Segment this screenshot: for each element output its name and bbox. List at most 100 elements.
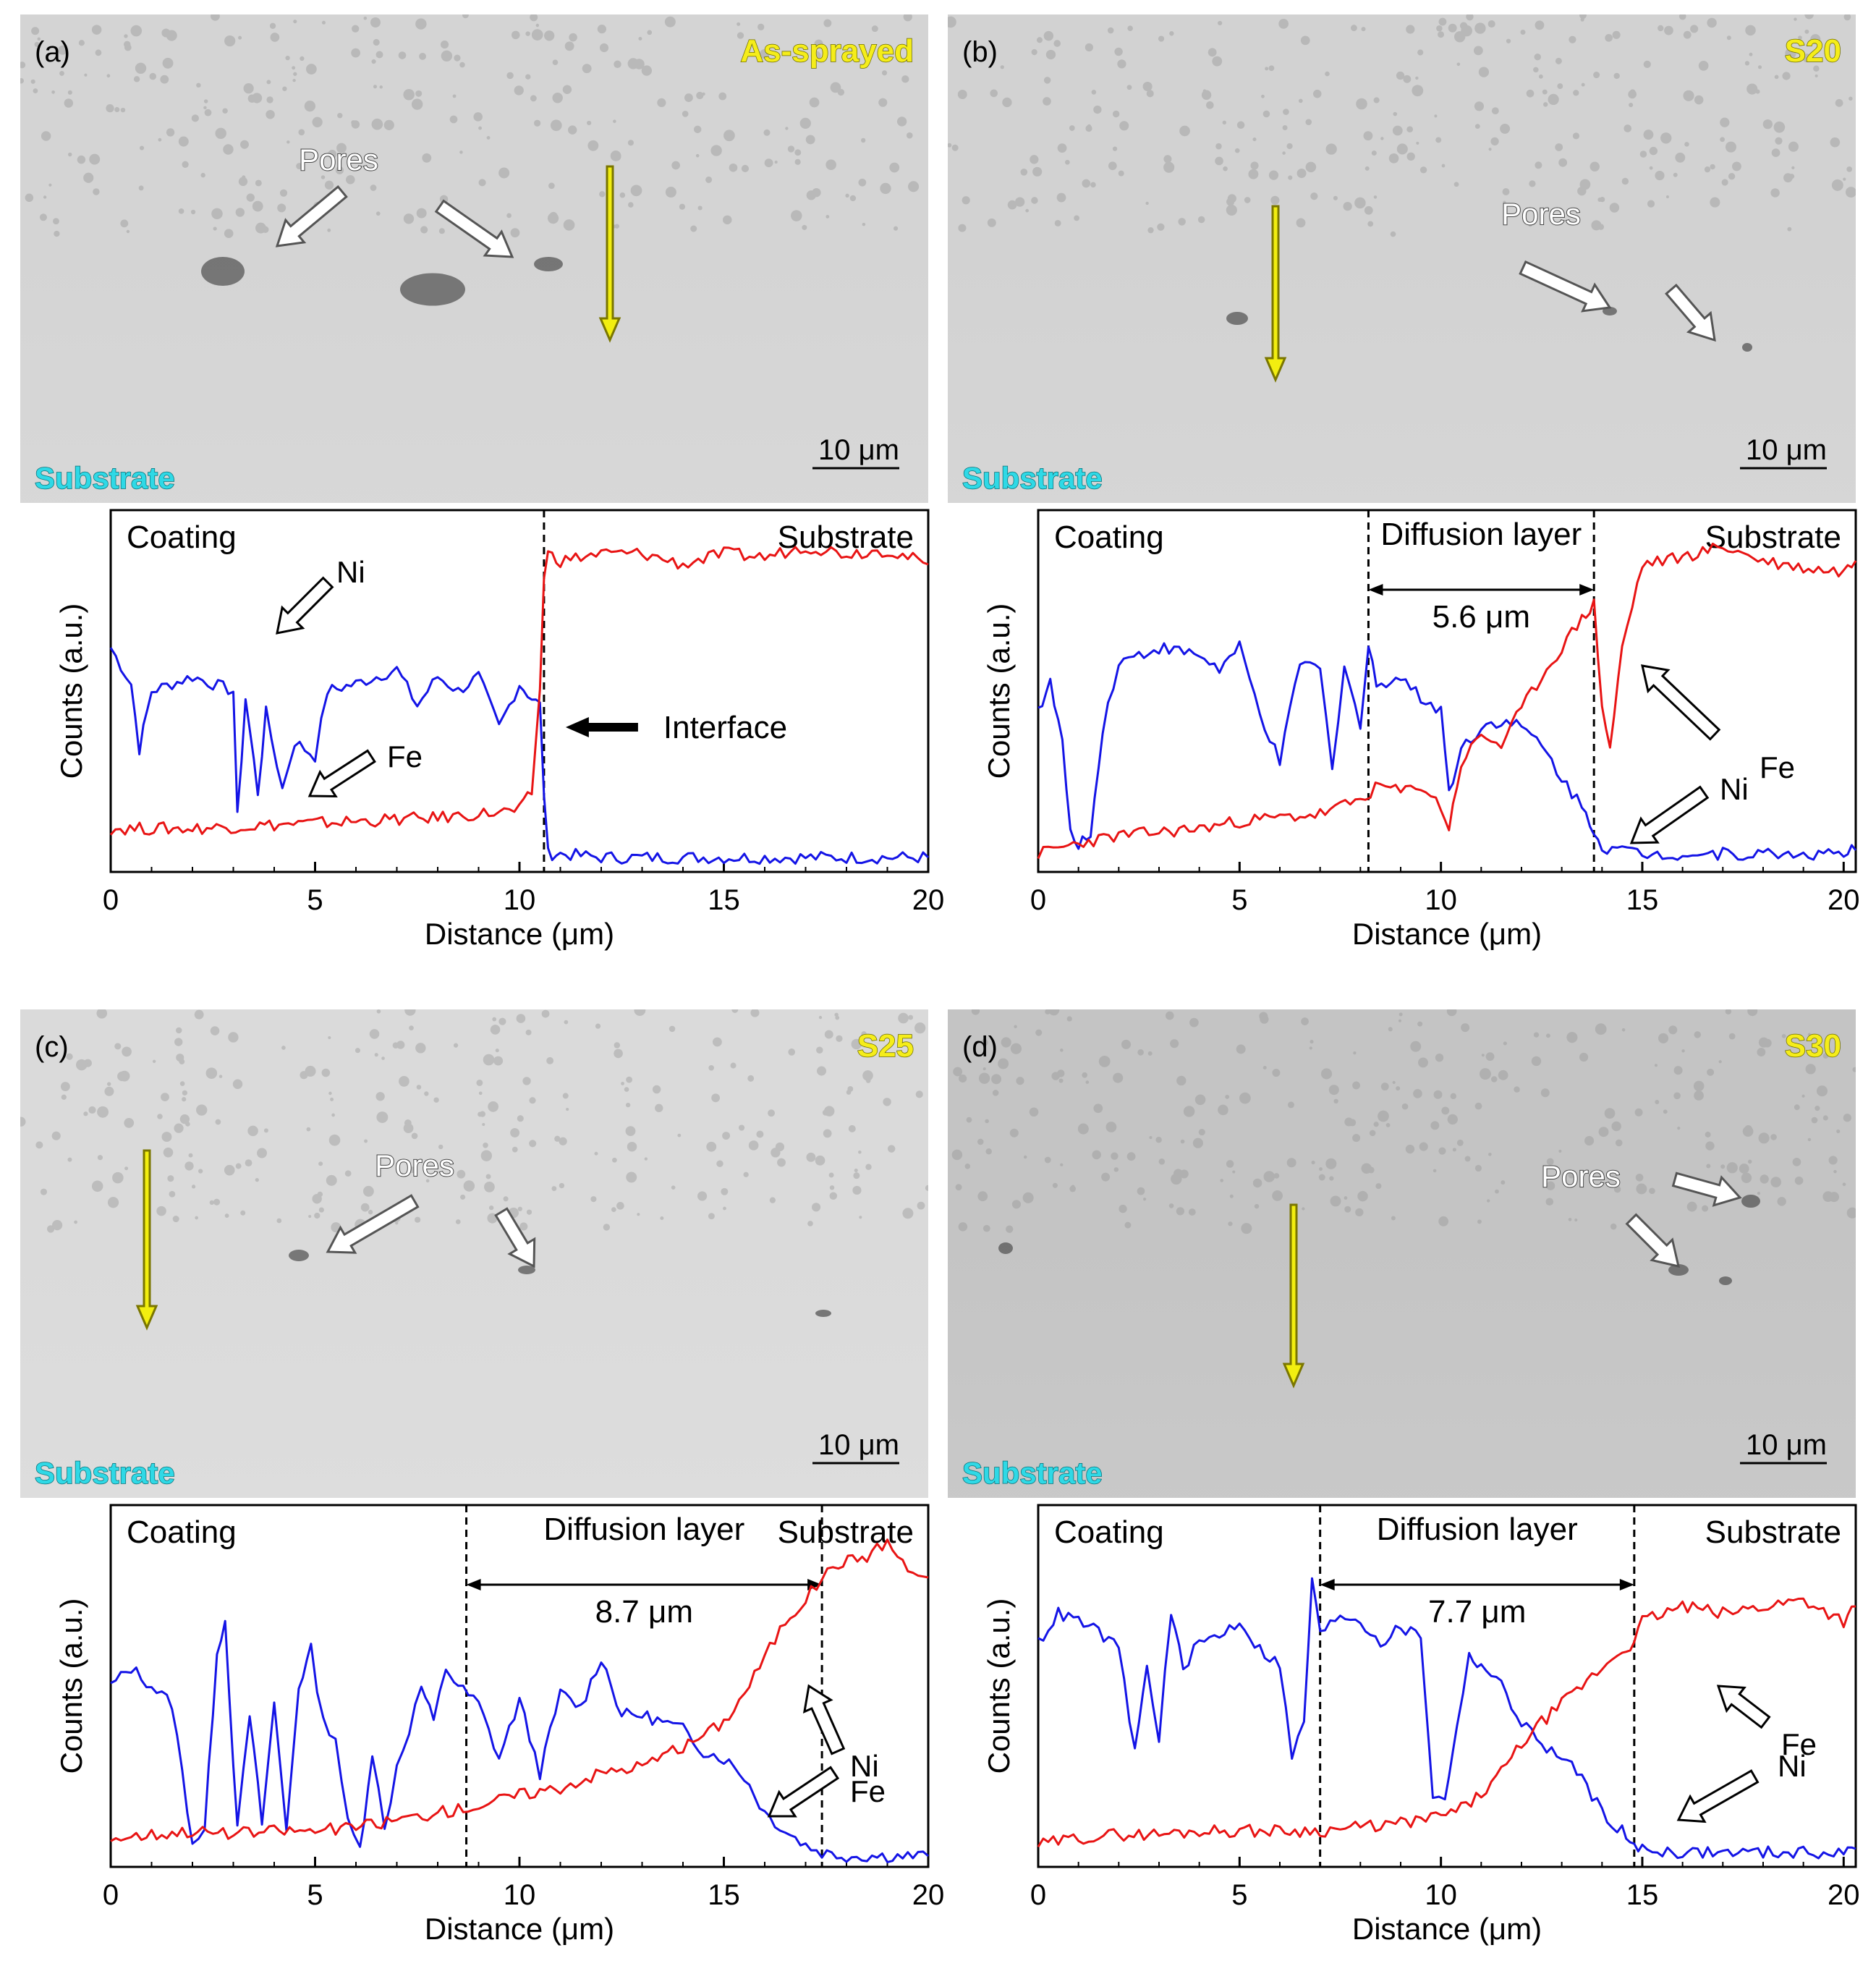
- texture-speck: [457, 1169, 466, 1179]
- texture-speck: [242, 175, 246, 179]
- texture-speck: [1746, 83, 1758, 95]
- texture-speck: [1416, 141, 1419, 145]
- texture-speck: [834, 1012, 839, 1017]
- texture-speck: [204, 109, 212, 116]
- x-tick-label: 5: [1231, 884, 1247, 916]
- texture-speck: [525, 1029, 532, 1035]
- condition-label-c: S25: [857, 1028, 914, 1064]
- texture-speck: [1548, 93, 1559, 106]
- texture-speck: [482, 1122, 485, 1127]
- texture-speck: [711, 1093, 721, 1103]
- texture-speck: [484, 1181, 495, 1192]
- texture-speck: [590, 1196, 597, 1203]
- texture-speck: [1498, 1069, 1508, 1080]
- texture-speck: [1720, 137, 1726, 143]
- texture-speck: [1448, 23, 1457, 33]
- texture-speck: [1262, 1065, 1267, 1070]
- texture-speck: [730, 1062, 737, 1069]
- texture-speck: [1598, 1127, 1609, 1137]
- texture-speck: [647, 30, 653, 35]
- texture-speck: [1179, 125, 1190, 137]
- texture-speck: [1584, 1135, 1595, 1146]
- x-tick-label: 5: [1231, 1879, 1247, 1911]
- texture-speck: [122, 1046, 132, 1057]
- texture-speck: [1643, 130, 1654, 140]
- region-label-coating-c: Coating: [127, 1514, 237, 1550]
- texture-speck: [328, 1091, 332, 1096]
- texture-speck: [925, 1185, 928, 1191]
- texture-speck: [1248, 169, 1259, 179]
- texture-speck: [671, 1185, 676, 1190]
- texture-speck: [480, 1150, 493, 1161]
- region-label-substrate-c: Substrate: [778, 1514, 914, 1550]
- texture-speck: [611, 1207, 616, 1213]
- texture-speck: [1600, 197, 1605, 203]
- texture-speck: [823, 1129, 832, 1138]
- texture-speck: [829, 1192, 838, 1200]
- panel-letter-b: (b): [962, 36, 998, 68]
- x-axis-label-d: Distance (μm): [1352, 1912, 1542, 1946]
- texture-speck: [20, 1117, 26, 1127]
- texture-speck: [1112, 110, 1120, 118]
- texture-speck: [881, 70, 888, 76]
- texture-speck: [269, 22, 276, 29]
- texture-speck: [1189, 1017, 1199, 1028]
- plot-frame-b: [1037, 509, 1857, 873]
- texture-speck: [1031, 197, 1038, 204]
- texture-speck: [1663, 1109, 1668, 1114]
- texture-speck: [1805, 1064, 1816, 1075]
- texture-speck: [266, 80, 271, 85]
- texture-speck: [1485, 1052, 1495, 1062]
- texture-speck: [828, 1172, 834, 1178]
- texture-speck: [396, 1041, 405, 1049]
- texture-speck: [951, 1149, 963, 1161]
- texture-speck: [549, 211, 558, 221]
- texture-speck: [1843, 177, 1846, 181]
- texture-speck: [1546, 1158, 1554, 1166]
- texture-speck: [1391, 1216, 1396, 1221]
- texture-speck: [1163, 155, 1172, 164]
- texture-speck: [324, 180, 334, 190]
- texture-speck: [1169, 31, 1174, 36]
- texture-speck: [74, 1220, 77, 1224]
- texture-speck: [750, 1009, 760, 1017]
- texture-speck: [865, 1078, 871, 1083]
- x-axis-label-c: Distance (μm): [425, 1912, 614, 1946]
- texture-speck: [1612, 30, 1621, 39]
- texture-speck: [1474, 124, 1480, 130]
- texture-speck: [812, 1203, 821, 1212]
- texture-speck: [167, 1175, 174, 1182]
- texture-speck: [627, 58, 639, 69]
- texture-speck: [1534, 53, 1541, 61]
- texture-speck: [245, 1159, 252, 1167]
- texture-speck: [363, 16, 368, 20]
- sem-texture-d: [951, 1009, 1856, 1234]
- x-tick-label: 15: [1626, 1879, 1659, 1911]
- texture-speck: [510, 228, 520, 238]
- texture-speck: [1401, 1103, 1409, 1110]
- texture-speck: [224, 35, 236, 47]
- interface-label: Interface: [663, 710, 787, 745]
- texture-speck: [1781, 1033, 1786, 1038]
- x-tick-label: 10: [504, 1879, 536, 1911]
- texture-speck: [1344, 1117, 1354, 1127]
- texture-speck: [392, 1042, 399, 1049]
- texture-speck: [1558, 158, 1568, 167]
- texture-speck: [710, 145, 722, 156]
- texture-speck: [1789, 174, 1795, 179]
- texture-speck: [1454, 31, 1466, 43]
- texture-speck: [1023, 1155, 1027, 1159]
- texture-speck: [1309, 1046, 1312, 1050]
- texture-speck: [1846, 1207, 1856, 1219]
- texture-speck: [1720, 1164, 1726, 1169]
- texture-speck: [240, 1210, 246, 1216]
- texture-speck: [853, 1172, 860, 1179]
- texture-speck: [20, 77, 25, 84]
- texture-speck: [157, 1114, 163, 1119]
- texture-speck: [1852, 1067, 1856, 1072]
- texture-speck: [124, 1166, 129, 1171]
- texture-speck: [1158, 1158, 1166, 1165]
- texture-speck: [411, 98, 423, 110]
- texture-speck: [404, 1119, 412, 1127]
- pore-spot: [534, 257, 563, 271]
